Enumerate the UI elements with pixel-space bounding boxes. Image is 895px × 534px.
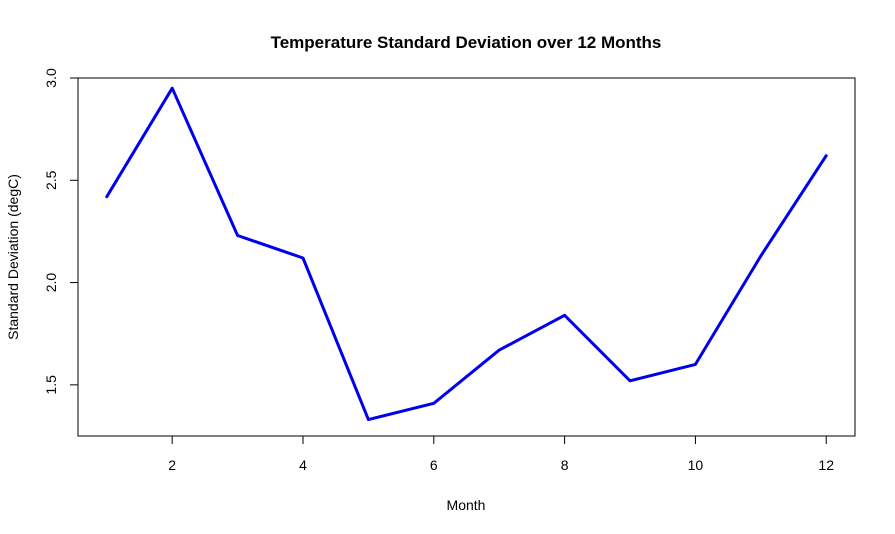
x-axis-label: Month bbox=[447, 497, 486, 513]
x-tick-label: 4 bbox=[299, 457, 307, 473]
chart-title: Temperature Standard Deviation over 12 M… bbox=[271, 33, 662, 52]
series-layer bbox=[105, 86, 828, 422]
y-tick-label: 3.0 bbox=[43, 68, 59, 88]
y-axis: 1.5 2.0 2.5 3.0 bbox=[43, 68, 79, 395]
y-tick-label: 2.0 bbox=[43, 273, 59, 293]
x-axis: 2 4 6 8 10 12 bbox=[168, 435, 834, 473]
y-tick-label: 2.5 bbox=[43, 170, 59, 190]
x-tick-label: 12 bbox=[818, 457, 834, 473]
x-tick-label: 6 bbox=[430, 457, 438, 473]
series-line bbox=[105, 86, 828, 422]
x-tick-label: 10 bbox=[688, 457, 704, 473]
x-tick-label: 8 bbox=[561, 457, 569, 473]
y-tick-label: 1.5 bbox=[43, 375, 59, 395]
x-tick-label: 2 bbox=[168, 457, 176, 473]
y-axis-label: Standard Deviation (degC) bbox=[5, 174, 21, 340]
